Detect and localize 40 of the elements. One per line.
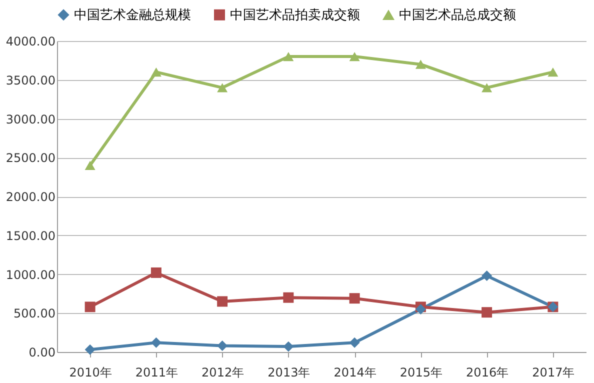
y-tick-label: 3500.00 <box>6 73 56 88</box>
x-tick-label: 2014年 <box>334 366 376 380</box>
y-tick-label: 0.00 <box>28 346 56 360</box>
point <box>217 340 228 352</box>
point <box>84 302 96 312</box>
legend-label: 中国艺术金融总规模 <box>74 8 191 23</box>
y-tick-label: 2000.00 <box>6 190 56 204</box>
point <box>349 52 360 62</box>
point <box>349 293 360 304</box>
point <box>283 341 294 352</box>
y-tick-label: 500.00 <box>14 306 56 321</box>
point <box>482 83 492 92</box>
point <box>349 337 360 348</box>
legend-label: 中国艺术品拍卖成交额 <box>230 6 360 23</box>
point <box>150 267 162 278</box>
point <box>482 307 492 318</box>
x-tick-label: 2011年 <box>135 366 178 380</box>
x-tick-label: 2015年 <box>400 366 442 380</box>
point <box>217 296 228 307</box>
point <box>548 68 558 77</box>
point <box>482 270 492 282</box>
x-tick-label: 2012年 <box>202 366 244 380</box>
legend-label: 中国艺术品总成交额 <box>399 7 516 24</box>
point <box>283 52 294 62</box>
x-tick-label: 2010年 <box>69 366 112 380</box>
point <box>84 344 96 355</box>
y-tick-label: 3000.00 <box>6 112 56 126</box>
y-tick-label: 1000.00 <box>6 268 56 282</box>
point <box>415 60 426 69</box>
y-tick-label: 2500.00 <box>6 151 56 166</box>
point <box>150 68 162 77</box>
x-tick-label: 2017年 <box>532 366 575 380</box>
point <box>84 160 96 170</box>
x-tick-label: 2013年 <box>268 366 310 380</box>
point <box>217 83 228 92</box>
y-tick-label: 4000.00 <box>6 34 56 48</box>
point <box>283 292 294 303</box>
x-tick-label: 2016年 <box>466 366 509 380</box>
y-tick-label: 1500.00 <box>6 228 56 243</box>
point <box>150 337 162 348</box>
